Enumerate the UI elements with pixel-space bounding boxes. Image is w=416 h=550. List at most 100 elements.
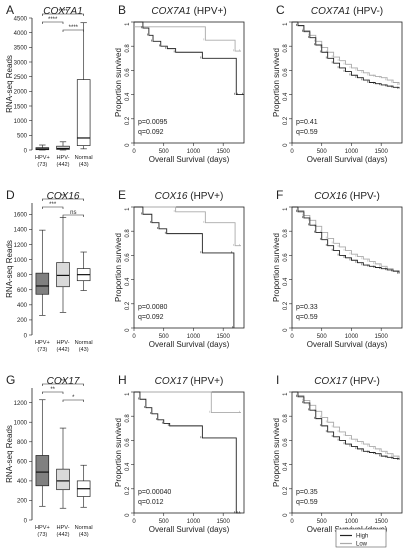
x-tick-label: 1500	[375, 334, 389, 340]
y-tick-label: 2000	[14, 90, 28, 96]
y-tick-label: 0.6	[283, 438, 289, 447]
x-axis-label: Overall Survival (days)	[149, 155, 230, 164]
y-tick-label: 0.4	[283, 277, 289, 286]
x-tick-label: 1500	[375, 519, 389, 525]
y-tick-label: 600	[17, 288, 28, 294]
y-tick-label: 1400	[14, 228, 28, 234]
y-tick-label: 200	[17, 318, 28, 324]
significance-label: **	[50, 387, 55, 393]
x-tick-label: 1500	[375, 149, 389, 155]
p-value: p=0.33	[296, 304, 318, 311]
km-title-gene: COX7A1	[311, 6, 350, 17]
km-curve	[292, 206, 400, 274]
x-tick-label: 1000	[187, 149, 201, 155]
km-title-gene: COX16	[155, 191, 188, 202]
y-tick-label: 0	[283, 513, 289, 517]
legend-box	[335, 528, 387, 548]
panel-letter: I	[276, 373, 279, 387]
significance-label: ****	[48, 17, 58, 23]
y-tick-label: 1	[125, 392, 131, 396]
panel-letter: B	[118, 3, 126, 17]
significance-bracket	[62, 399, 84, 402]
y-tick-label: 500	[17, 134, 28, 140]
km-title: COX16 (HPV+)	[155, 191, 224, 202]
plot-frame	[133, 21, 245, 144]
y-tick-label: 0.8	[125, 44, 131, 53]
significance-bracket	[62, 29, 84, 32]
km-curve	[292, 391, 400, 459]
km-curve	[134, 206, 235, 328]
km-title: COX7A1 (HPV-)	[311, 6, 383, 17]
significance-label: ****	[69, 25, 79, 31]
y-tick-label: 0	[125, 143, 131, 147]
y-tick-label: 0.4	[125, 277, 131, 286]
y-tick-label: 3000	[14, 60, 28, 66]
km-title-gene: COX17	[314, 376, 347, 387]
km-title: COX17 (HPV-)	[314, 376, 380, 387]
y-tick-label: 3500	[14, 46, 28, 52]
y-tick-label: 1	[283, 22, 289, 26]
plot-frame	[291, 206, 403, 329]
y-tick-label: 800	[17, 440, 28, 446]
y-tick-label: 1	[283, 392, 289, 396]
y-tick-label: 2500	[14, 75, 28, 81]
km-title-gene: COX17	[155, 376, 188, 387]
y-axis-label: RNA-seq Reads	[5, 55, 14, 113]
category-label: HPV-	[56, 525, 69, 531]
panel-A: A COX7A1 0 500 1000 1500 2000 2500 3000 3500 4000 4…	[5, 3, 93, 168]
x-tick-label: 0	[290, 149, 294, 155]
box-title: COX7A1	[43, 6, 82, 17]
q-value: q=0.59	[296, 129, 318, 136]
box-body	[56, 468, 70, 491]
box-title: COX16	[47, 191, 80, 202]
y-axis-label: Proportion survived	[272, 418, 281, 487]
category-label: Normal	[75, 155, 93, 161]
panel-letter: G	[6, 373, 15, 387]
y-tick-label: 0.2	[283, 486, 289, 495]
y-tick-label: 200	[17, 499, 28, 505]
x-tick-label: 1500	[217, 149, 231, 155]
x-tick-label: 0	[290, 334, 294, 340]
panel-letter: A	[6, 3, 14, 17]
y-tick-label: 0.6	[283, 68, 289, 77]
km-curve	[134, 206, 242, 247]
legend-label: Low	[356, 542, 368, 548]
x-tick-label: 1000	[187, 334, 201, 340]
y-tick-label: 800	[17, 273, 28, 279]
significance-label: ns	[70, 210, 76, 216]
y-tick-label: 0.8	[283, 229, 289, 238]
y-tick-label: 0	[24, 518, 28, 524]
p-value: p=0.35	[296, 489, 318, 496]
box-body	[76, 79, 91, 146]
y-tick-label: 0	[24, 148, 28, 154]
y-tick-label: 0	[125, 513, 131, 517]
x-tick-label: 1000	[345, 334, 359, 340]
category-count: (442)	[56, 347, 69, 353]
y-tick-label: 0.2	[125, 116, 131, 125]
y-tick-label: 400	[17, 479, 28, 485]
significance-bracket	[62, 214, 84, 217]
panel-E: E COX16 (HPV+) 0 500 1000 1500 0 0.2 0.4 0.6 0.8 1 O…	[114, 188, 245, 349]
category-label: Normal	[75, 525, 93, 531]
x-tick-label: 500	[159, 149, 170, 155]
km-title: COX16 (HPV-)	[314, 191, 380, 202]
category-label: HPV+	[35, 340, 50, 346]
panel-F: F COX16 (HPV-) 0 500 1000 1500 0 0.2 0.4 0.6 0.8 1 O…	[272, 188, 403, 349]
significance-label: ****	[58, 9, 68, 15]
panel-letter: F	[276, 188, 283, 202]
km-title-group: (HPV+)	[187, 191, 223, 202]
category-label: HPV-	[56, 340, 69, 346]
legend: High Low	[335, 528, 387, 548]
y-tick-label: 4500	[14, 16, 28, 22]
y-tick-label: 0.8	[125, 414, 131, 423]
km-title-group: (HPV+)	[187, 376, 223, 387]
y-tick-label: 400	[17, 303, 28, 309]
panel-letter: C	[276, 3, 285, 17]
significance-bracket	[42, 13, 84, 16]
km-title-gene: COX16	[314, 191, 347, 202]
km-curve	[134, 26, 242, 52]
y-tick-label: 0	[125, 328, 131, 332]
y-tick-label: 1000	[14, 421, 28, 427]
y-tick-label: 1200	[14, 243, 28, 249]
panel-G: G COX17 0 200 400 600 800 1000 1200 RNA-seq Reads…	[5, 373, 93, 538]
